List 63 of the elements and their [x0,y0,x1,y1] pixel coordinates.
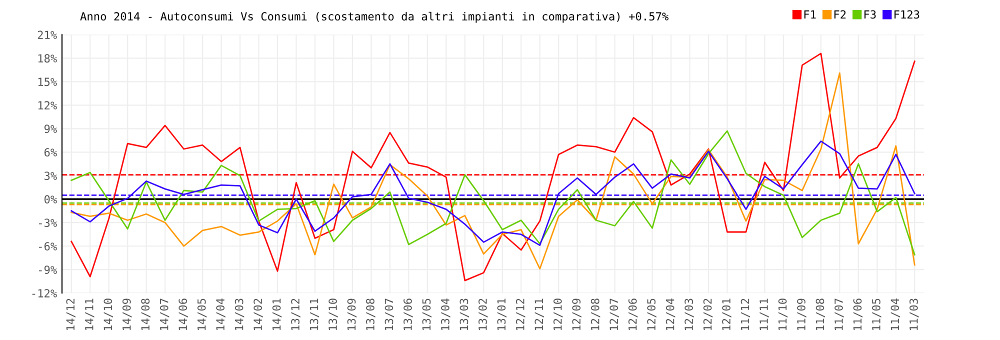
legend-label: F2 [834,10,846,18]
x-tick-label: 14/01 [272,298,282,330]
legend-label: F123 [894,10,920,19]
x-tick-label: 11/08 [816,298,826,330]
x-tick-label: 13/01 [497,298,506,330]
y-tick-label: 21% [38,30,57,39]
y-tick-label: -3% [39,218,57,228]
x-tick-label: 11/09 [797,298,806,330]
x-tick-label: 11/05 [872,298,882,330]
x-tick-label: 14/12 [66,298,76,330]
x-tick-label: 14/09 [122,298,132,330]
y-tick-label: 0% [44,195,57,204]
y-tick-label: 12% [38,101,57,110]
x-tick-label: 13/11 [310,298,320,330]
x-tick-label: 12/11 [534,298,544,330]
y-tick-label: 15% [38,78,57,86]
x-tick-label: 13/03 [460,298,470,330]
x-tick-label: 11/11 [760,298,769,330]
x-tick-label: 14/02 [254,298,263,330]
x-tick-label: 12/09 [572,298,582,330]
y-tick-label: 6% [44,148,57,157]
x-tick-label: 11/04 [890,298,900,330]
x-tick-label: 14/05 [197,298,207,330]
x-tick-label: 11/10 [778,298,788,330]
x-tick-label: 14/10 [104,298,113,330]
x-tick-label: 14/06 [178,298,188,330]
x-tick-label: 11/07 [834,298,844,330]
x-tick-label: 11/06 [853,298,863,330]
legend-label: F1 [804,10,816,18]
x-tick-label: 14/07 [160,298,170,330]
y-tick-label: -6% [39,242,57,251]
x-tick-label: 14/04 [216,298,226,330]
x-tick-label: 13/06 [404,298,413,330]
x-tick-label: 14/11 [85,298,94,330]
x-tick-label: 13/10 [328,298,338,330]
x-tick-label: 12/08 [590,298,600,330]
x-tick-label: 13/08 [366,298,376,330]
x-tick-label: 12/06 [628,298,638,330]
x-tick-label: 12/01 [722,298,732,330]
y-tick-label: -12% [32,289,57,298]
x-tick-label: 12/05 [647,298,656,330]
x-tick-label: 13/12 [291,298,300,330]
legend-label: F3 [864,10,876,19]
chart-title: Anno 2014 - Autoconsumi Vs Consumi (scostamento da altri impianti in comparativa) +0.57% [80,12,668,23]
y-tick-label: -9% [39,266,57,274]
x-tick-label: 12/07 [610,298,619,330]
x-tick-label: 13/05 [422,298,432,330]
y-tick-label: 9% [44,124,57,134]
y-tick-label: 3% [44,172,57,180]
x-tick-label: 12/03 [684,298,694,330]
x-tick-label: 12/10 [553,298,563,330]
x-tick-label: 11/03 [909,298,919,330]
x-tick-label: 12/12 [516,298,526,330]
x-tick-label: 12/02 [703,298,713,330]
x-tick-label: 14/08 [141,298,150,330]
x-tick-label: 13/09 [347,298,357,330]
x-tick-label: 13/07 [384,298,394,330]
x-tick-label: 13/04 [441,298,450,330]
x-tick-label: 14/03 [234,298,244,330]
x-tick-label: 13/02 [478,298,488,330]
y-tick-label: 18% [38,54,57,63]
x-tick-label: 12/04 [666,298,676,330]
x-tick-label: 11/12 [740,298,750,330]
